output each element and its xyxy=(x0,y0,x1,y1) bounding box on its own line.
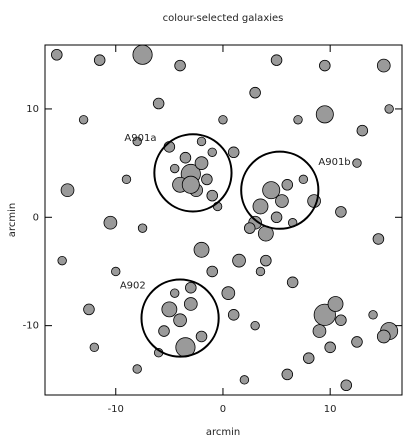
y-tick-label: -10 xyxy=(23,321,39,332)
galaxy xyxy=(260,254,272,267)
galaxy xyxy=(262,181,281,200)
galaxy xyxy=(170,288,180,298)
galaxy xyxy=(195,330,208,343)
galaxy xyxy=(132,136,142,147)
galaxy xyxy=(174,59,186,72)
y-tick-label: 10 xyxy=(26,104,39,115)
galaxy xyxy=(89,342,100,353)
galaxy xyxy=(201,173,213,186)
galaxy xyxy=(132,364,142,374)
galaxy xyxy=(206,265,219,278)
galaxy xyxy=(173,313,187,328)
galaxy xyxy=(239,375,250,385)
galaxy xyxy=(255,266,266,277)
galaxy xyxy=(78,115,89,125)
galaxy xyxy=(193,241,210,258)
y-axis-label: arcmin xyxy=(7,203,18,237)
galaxy xyxy=(312,324,327,338)
galaxy xyxy=(57,255,67,266)
galaxy xyxy=(275,194,289,208)
cluster-circle xyxy=(153,133,233,213)
galaxy xyxy=(250,320,260,331)
x-axis-label: arcmin xyxy=(206,427,240,438)
galaxy xyxy=(161,301,178,318)
galaxy xyxy=(179,151,192,164)
galaxy xyxy=(356,124,369,137)
galaxy xyxy=(384,104,394,114)
galaxy xyxy=(158,325,170,337)
galaxy xyxy=(121,174,132,185)
galaxy xyxy=(244,222,256,234)
galaxy xyxy=(252,198,269,215)
galaxy xyxy=(293,115,303,125)
galaxy xyxy=(93,54,106,66)
galaxy xyxy=(183,297,198,311)
galaxy xyxy=(352,158,362,168)
x-tick-label: 10 xyxy=(324,404,337,415)
galaxy xyxy=(351,336,363,348)
galaxy xyxy=(227,309,240,321)
galaxy xyxy=(152,97,165,110)
galaxy xyxy=(51,48,63,61)
galaxy xyxy=(137,223,148,233)
chart-title: colour-selected galaxies xyxy=(163,13,284,24)
galaxy xyxy=(194,156,209,170)
galaxy xyxy=(376,329,391,344)
galaxy xyxy=(249,86,261,99)
galaxy xyxy=(335,206,347,218)
x-tick-label: -10 xyxy=(108,404,124,415)
cluster-circle xyxy=(140,278,220,358)
galaxy xyxy=(181,175,200,194)
galaxy xyxy=(206,189,219,202)
galaxy xyxy=(207,147,217,157)
galaxy xyxy=(132,44,153,65)
galaxy xyxy=(315,105,334,124)
galaxy xyxy=(83,303,95,316)
galaxy xyxy=(298,174,309,185)
galaxy xyxy=(270,54,283,66)
galaxy xyxy=(302,352,315,364)
galaxy xyxy=(335,314,347,326)
galaxy xyxy=(324,341,336,354)
galaxy xyxy=(372,233,385,245)
galaxy xyxy=(327,296,344,312)
galaxy xyxy=(281,179,294,191)
cluster-label: A901a xyxy=(124,133,156,144)
galaxy xyxy=(185,281,197,294)
cluster-label: A902 xyxy=(120,281,146,292)
galaxy xyxy=(368,310,378,320)
galaxy xyxy=(319,59,331,72)
x-tick-label: 0 xyxy=(220,404,226,415)
cluster-circle xyxy=(240,150,320,230)
galaxy xyxy=(232,253,246,268)
galaxy xyxy=(270,211,283,224)
cluster-label: A901b xyxy=(318,157,350,168)
y-tick-label: 0 xyxy=(33,212,39,223)
galaxy xyxy=(281,368,294,381)
galaxy xyxy=(221,286,236,300)
galaxy xyxy=(170,163,180,174)
galaxy xyxy=(227,146,240,159)
galaxy xyxy=(376,58,391,73)
galaxy xyxy=(196,136,207,147)
galaxy xyxy=(340,379,353,392)
plot-frame xyxy=(44,44,403,396)
galaxy xyxy=(103,215,118,230)
galaxy xyxy=(111,266,121,277)
galaxy xyxy=(218,115,228,125)
galaxy xyxy=(286,276,299,289)
galaxy xyxy=(60,183,75,198)
